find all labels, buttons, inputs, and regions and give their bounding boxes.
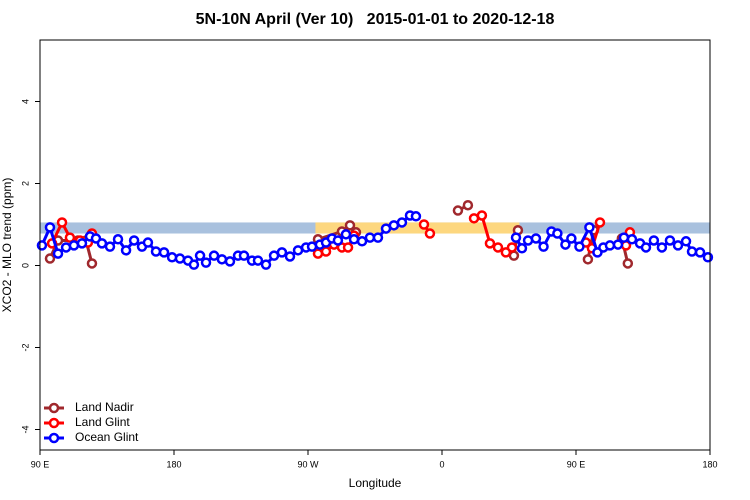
data-point [506,242,518,253]
data-point [356,236,368,247]
data-point [112,234,124,245]
data-point [584,222,595,233]
y-tick-label: 4 [20,99,30,104]
data-point [566,233,577,244]
data-point [238,250,250,261]
data-point [664,235,676,246]
data-point [158,247,170,258]
data-point [648,235,660,246]
data-point [640,242,652,253]
legend-marker [48,432,60,444]
data-point [344,220,356,231]
data-point [582,254,594,265]
data-point [476,210,488,221]
data-point [516,243,528,254]
data-point [530,233,542,244]
legend-marker [48,417,60,429]
data-point [150,246,162,257]
y-tick-label: 0 [20,263,30,268]
data-point [68,240,80,251]
data-point [188,259,200,270]
data-point [348,234,360,245]
data-point [686,246,698,257]
legend-marker [48,402,60,414]
data-point [332,235,344,246]
data-point [44,222,56,233]
plot-frame [39,39,711,451]
x-tick-label: 0 [439,459,444,469]
data-point [284,251,296,262]
data-point [56,217,68,228]
data-point [702,252,714,263]
y-tick-label: -2 [20,343,30,351]
data-point [492,242,504,253]
bands [40,222,710,234]
data-point [626,234,638,245]
data-point [86,258,98,269]
data-point [612,239,624,250]
data-point [672,240,684,251]
data-point [424,228,436,239]
data-point [680,236,692,247]
data-point [224,256,236,267]
x-tick-label: 90 E [567,459,586,469]
data-point [194,250,206,261]
data-point [396,217,408,228]
data-point [208,250,220,261]
y-tick-label: -4 [20,425,30,433]
data-point [538,241,549,252]
x-tick-label: 180 [166,459,181,469]
data-point [594,217,606,228]
data-point [656,242,668,253]
data-point [462,199,474,211]
data-point [64,232,76,243]
data-point [76,238,88,249]
legend-label: Ocean Glint [75,430,139,444]
data-point [372,232,384,243]
reference-band [315,222,520,234]
data-point [418,219,430,230]
data-point [604,240,616,251]
data-point [694,247,706,258]
data-point [252,255,264,266]
data-point [142,237,154,248]
data-point [216,254,228,265]
x-tick-label: 90 W [297,459,319,469]
y-axis-label: XCO2 - MLO trend (ppm) [0,178,14,313]
data-point [174,253,186,264]
data-point [618,232,630,243]
data-point [552,228,563,239]
plot [36,199,714,270]
chart-title: 5N-10N April (Ver 10) 2015-01-01 to 2020… [196,11,555,28]
data-point [276,247,288,258]
data-point [104,241,116,252]
data-point [36,240,48,251]
data-point [44,253,56,264]
data-point [52,248,64,259]
data-point [320,246,332,257]
x-axis-label: Longitude [349,476,402,490]
data-point [622,258,634,269]
x-tick-label: 180 [702,459,717,469]
y-tick-label: 2 [20,181,30,186]
data-point [128,235,140,246]
data-point [484,238,496,249]
data-point [510,232,522,243]
data-point [340,229,352,240]
data-point [574,241,585,252]
data-point [560,239,571,250]
legend-label: Land Nadir [75,400,134,414]
x-tick-label: 90 E [31,459,50,469]
data-point [452,205,464,216]
legend-label: Land Glint [75,415,130,429]
data-point [342,242,354,253]
data-point [120,245,132,256]
data-point [410,211,422,222]
data-point [508,250,520,261]
data-point [260,259,272,270]
data-point [200,257,212,268]
data-point [96,238,108,249]
